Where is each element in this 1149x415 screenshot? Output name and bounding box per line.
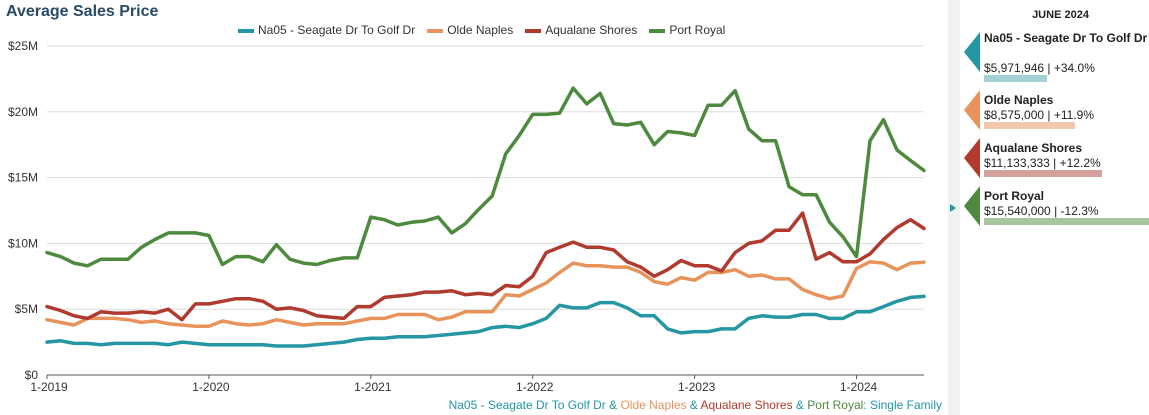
chart-title: Average Sales Price [6,3,159,20]
card-value: $8,575,000 | +11.9% [984,108,1094,122]
chart-legend: Na05 - Seagate Dr To Golf Dr Olde Naples A… [238,23,737,37]
legend-swatch [238,28,254,33]
legend-swatch [525,28,542,33]
card-name: Na05 - Seagate Dr To Golf Dr [984,31,1148,45]
summary-card: Aqualane Shores $11,133,333 | +12.2% [962,138,1149,178]
legend-label: Port Royal [669,23,726,37]
series-line-2 [45,260,926,329]
summary-card: Olde Naples $8,575,000 | +11.9% [962,90,1149,130]
legend-item[interactable]: Port Royal [649,23,725,37]
footnote-part: Port Royal [807,398,864,412]
footnote-part: Aqualane Shores [700,398,793,412]
chart-footnote: Na05 - Seagate Dr To Golf Dr & Olde Napl… [449,398,942,412]
legend-item[interactable]: Olde Naples [427,23,513,37]
x-tick-label: 1-2021 [354,380,392,394]
footnote-part: Olde Naples [620,398,687,412]
x-tick-label: 1-2022 [516,380,554,394]
card-marker-icon [964,90,980,130]
y-tick-label: $15M [8,171,38,185]
card-name: Aqualane Shores [984,141,1083,155]
card-bar [984,170,1102,177]
summary-card: Port Royal $15,540,000 | -12.3% [962,186,1149,226]
summary-period: JUNE 2024 [1032,9,1089,21]
footnote-part: : Single Family [863,398,942,412]
legend-item[interactable]: Aqualane Shores [525,23,637,37]
card-marker-icon [964,32,980,72]
y-tick-label: $20M [8,105,38,119]
x-tick-label: 1-2023 [678,380,716,394]
y-tick-label: $10M [8,236,38,250]
card-marker-icon [964,186,980,226]
legend-label: Na05 - Seagate Dr To Golf Dr [258,23,416,37]
x-tick-label: 1-2020 [192,380,230,394]
card-marker-icon [964,138,980,178]
y-tick-label: $25M [8,39,38,53]
card-value: $15,540,000 | -12.3% [984,204,1099,218]
summary-card: Na05 - Seagate Dr To Golf Dr $5,971,946 |… [962,32,1149,83]
card-name: Port Royal [984,189,1045,203]
footnote-part: Na05 - Seagate Dr To Golf Dr [448,398,606,412]
legend-label: Aqualane Shores [545,23,638,37]
series-line-3 [45,211,926,322]
x-tick-label: 1-2024 [840,380,878,394]
legend-swatch [427,28,444,33]
panel-toggle-arrow-icon[interactable] [950,204,956,212]
footnote-part: & [686,398,701,412]
card-name: Olde Naples [984,93,1054,107]
legend-label: Olde Naples [447,23,514,37]
chart-plot: $0 $5M $10M $15M $20M $25M 1-2019 1-2020 1-2021 1… [8,39,926,394]
card-bar [984,75,1047,82]
legend-swatch [649,28,666,33]
card-bar [984,122,1075,129]
series-line-4 [45,86,926,268]
footnote-part: & [605,398,621,412]
card-bar [984,218,1149,225]
series-line-1 [45,294,926,348]
y-tick-label: $0 [25,368,39,382]
card-value: $5,971,946 | +34.0% [984,61,1095,75]
footnote-part: & [792,398,808,412]
legend-item[interactable]: Na05 - Seagate Dr To Golf Dr [238,23,415,37]
card-value: $11,133,333 | +12.2% [984,156,1101,170]
y-tick-label: $5M [15,302,38,316]
x-tick-label: 1-2019 [30,380,68,394]
